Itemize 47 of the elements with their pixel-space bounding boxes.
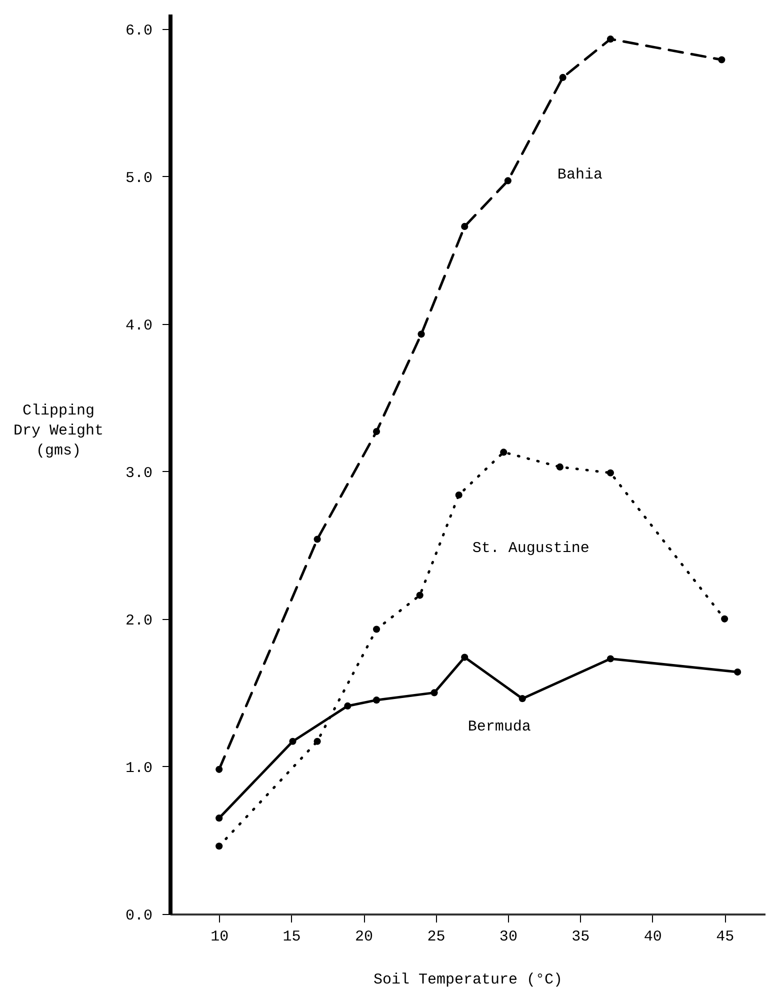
point (430, 689, 438, 696)
point (606, 469, 614, 476)
point (289, 738, 296, 745)
point (216, 766, 223, 773)
y-tick-label: 3.0 (125, 464, 152, 482)
series-label: Bermuda (468, 718, 531, 736)
point (606, 36, 614, 43)
point (606, 655, 614, 662)
point (216, 814, 223, 822)
y-axis-title: Clipping Dry Weight (gms) (13, 402, 104, 460)
point (461, 654, 468, 661)
text: Bahia (557, 166, 602, 184)
point (344, 702, 352, 710)
point (718, 56, 726, 64)
x-tick-label: 25 (427, 928, 446, 946)
series-label: St. Augustine (472, 540, 590, 557)
point (500, 448, 508, 456)
point (418, 330, 425, 338)
x-tick-label: 15 (282, 928, 301, 946)
y-tick-label: 1.0 (125, 760, 152, 777)
point (416, 592, 424, 599)
x-axis-title: Soil Temperature (°C) (373, 972, 563, 988)
point (314, 536, 321, 543)
point (461, 222, 468, 230)
point (504, 177, 512, 184)
point (455, 491, 462, 499)
point (216, 842, 223, 850)
y-tick-label: 0.0 (125, 908, 152, 924)
point (372, 696, 380, 704)
x-tick-label: 30 (499, 928, 518, 946)
x-tick-label: 40 (644, 928, 662, 946)
x-tick-label: 45 (716, 928, 734, 946)
y-tick-label: 4.0 (125, 317, 152, 334)
point (721, 615, 728, 622)
point (314, 738, 321, 745)
point (518, 695, 526, 702)
y-tick-label: 2.0 (125, 612, 152, 630)
y-tick-label: 5.0 (125, 170, 152, 187)
y-tick-label: 6.0 (125, 22, 152, 40)
point (559, 74, 566, 81)
point (372, 428, 380, 436)
point (372, 626, 380, 633)
x-tick-label: 20 (355, 928, 374, 946)
point (734, 668, 742, 676)
point (556, 463, 564, 470)
x-tick-label: 35 (572, 928, 590, 946)
x-tick-label: 10 (210, 928, 229, 946)
